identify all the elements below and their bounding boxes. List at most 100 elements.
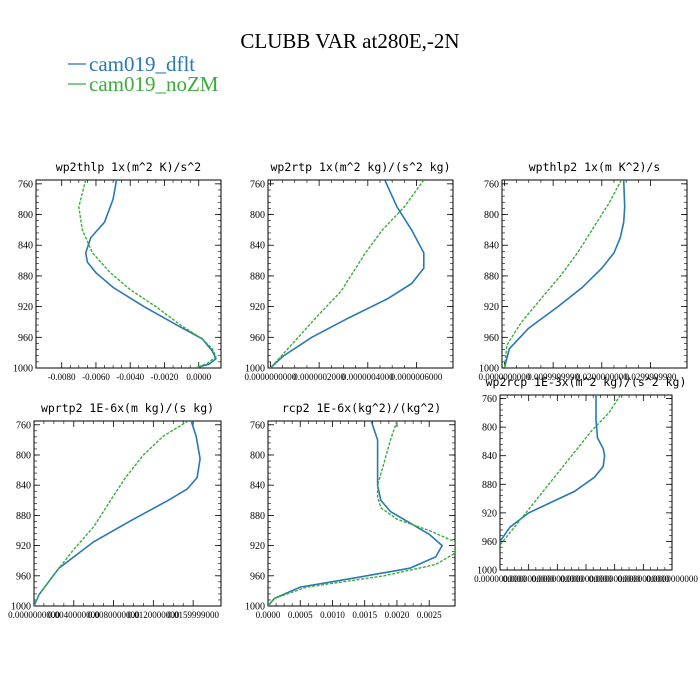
x-tick-label: -0.0020: [151, 372, 179, 382]
y-tick-label: 840: [484, 241, 499, 252]
panel-5: rcp2 1E-6x(kg^2)/(kg^2) 760 800 840 880 920 96…: [245, 401, 456, 620]
x-tick-label: 0.0000000000: [474, 574, 526, 584]
y-tick-label: 920: [484, 302, 499, 313]
y-tick-label: 800: [484, 210, 499, 221]
x-tick-label: 0.0000000000: [617, 574, 669, 584]
x-tick-label: 0.0159999000: [167, 610, 219, 620]
x-tick-label: 0.0000000000: [245, 372, 297, 382]
figure-title: CLUBB VAR at280E,-2N: [240, 29, 459, 53]
x-tick-label: 0.0000006000: [391, 372, 443, 382]
y-tick-label: 760: [484, 179, 499, 190]
series-line-cam019_dflt: [503, 180, 626, 368]
x-tick-label: 0.0020: [385, 610, 410, 620]
x-tick-label: 0.0080000000: [88, 610, 140, 620]
panels: wp2thlp 1x(m^2 K)/s^2 760 800 840 880 920 960 1…: [8, 160, 698, 620]
x-tick-label: 0.0000000000: [589, 574, 641, 584]
legend-label-dflt: cam019_dflt: [89, 52, 195, 76]
x-tick-label: 0.0000000000: [8, 610, 60, 620]
x-tick-label: 0.0000004000: [342, 372, 394, 382]
plot-frame: [501, 179, 688, 369]
x-tick-label: 0.0299999990: [625, 372, 677, 382]
series-line-cam019_dflt: [500, 395, 606, 542]
y-tick-label: 760: [18, 179, 33, 190]
series-line-cam019_noZM: [34, 421, 189, 606]
y-tick-label: 1000: [245, 602, 265, 613]
y-tick-label: 800: [482, 423, 497, 434]
y-tick-label: 880: [18, 271, 33, 282]
series-line-cam019_noZM: [500, 395, 621, 546]
y-tick-label: 840: [16, 481, 31, 492]
panel-2: wp2rtp 1x(m^2 kg)/(s^2 kg) 760 800 840 880 92…: [245, 160, 454, 382]
x-tick-label: 0.0120000000: [127, 610, 179, 620]
series-line-cam019_dflt: [34, 421, 201, 606]
x-tick-label: 0.0000000000: [531, 574, 583, 584]
panel-title: rcp2 1E-6x(kg^2)/(kg^2): [282, 401, 441, 415]
panel-title: wpthlp2 1x(m K^2)/s: [529, 160, 661, 174]
y-tick-label: 960: [250, 333, 265, 344]
y-tick-label: 920: [18, 302, 33, 313]
y-tick-label: 880: [482, 480, 497, 491]
x-tick-label: 0.0000: [256, 610, 281, 620]
x-tick-label: -0.0040: [116, 372, 144, 382]
y-tick-label: 800: [250, 450, 265, 461]
y-tick-label: 840: [18, 241, 33, 252]
series-line-cam019_noZM: [78, 180, 217, 368]
y-tick-label: 960: [18, 333, 33, 344]
panel-4: wprtp2 1E-6x(m kg)/(s kg) 760 800 840 880 920…: [8, 401, 222, 620]
series-line-cam019_noZM: [268, 421, 455, 606]
y-tick-label: 800: [250, 210, 265, 221]
y-tick-label: 1000: [245, 364, 265, 375]
y-tick-label: 960: [16, 571, 31, 582]
x-tick-label: 0.0000000000: [560, 574, 612, 584]
y-tick-label: 960: [482, 537, 497, 548]
panel-3: wpthlp2 1x(m K^2)/s 760 800 840 880 920 960 100…: [479, 160, 688, 382]
y-tick-label: 1000: [11, 602, 31, 613]
y-tick-label: 760: [250, 420, 265, 431]
panel-title: wprtp2 1E-6x(m kg)/(s kg): [41, 401, 214, 415]
y-tick-label: 760: [482, 394, 497, 405]
y-tick-label: 1000: [13, 364, 33, 375]
panel-1: wp2thlp 1x(m^2 K)/s^2 760 800 840 880 920 960 1…: [13, 160, 222, 382]
y-tick-label: 800: [16, 450, 31, 461]
x-tick-label: 0.0040000000: [48, 610, 100, 620]
x-tick-label: 0.0000: [186, 372, 211, 382]
x-tick-label: 0.0000000000: [503, 574, 555, 584]
series-line-cam019_dflt: [268, 421, 444, 606]
plot-frame: [267, 420, 456, 607]
x-tick-label: 0.0015: [352, 610, 377, 620]
y-tick-label: 760: [16, 420, 31, 431]
plot-frame: [35, 179, 222, 369]
series-line-cam019_noZM: [503, 180, 622, 368]
panel-title: wp2thlp 1x(m^2 K)/s^2: [56, 160, 201, 174]
x-tick-label: 0.0099999990: [527, 372, 579, 382]
x-tick-label: -0.0080: [48, 372, 76, 382]
plot-frame: [267, 179, 454, 369]
y-tick-label: 1000: [479, 364, 499, 375]
series-line-cam019_noZM: [269, 180, 425, 368]
plot-frame: [33, 420, 222, 607]
x-tick-label: 0.0000002000: [293, 372, 345, 382]
y-tick-label: 1000: [477, 566, 497, 577]
legend-label-nozm: cam019_noZM: [89, 72, 219, 96]
y-tick-label: 840: [250, 481, 265, 492]
x-tick-label: 0.0000000000: [479, 372, 531, 382]
y-tick-label: 880: [250, 511, 265, 522]
y-tick-label: 920: [482, 508, 497, 519]
y-tick-label: 960: [484, 333, 499, 344]
y-tick-label: 760: [250, 179, 265, 190]
y-tick-label: 920: [250, 302, 265, 313]
y-tick-label: 880: [484, 271, 499, 282]
y-tick-label: 800: [18, 210, 33, 221]
y-tick-label: 960: [250, 571, 265, 582]
panel-6: wp2rcp 1E-3x(m^2 kg)/(s^2 kg) 760 800 840 88…: [474, 375, 698, 584]
y-tick-label: 840: [250, 241, 265, 252]
panel-title: wp2rcp 1E-3x(m^2 kg)/(s^2 kg): [486, 375, 687, 389]
x-tick-label: 0.0010: [320, 610, 345, 620]
series-line-cam019_dflt: [84, 180, 217, 368]
panel-title: wp2rtp 1x(m^2 kg)/(s^2 kg): [270, 160, 450, 174]
x-tick-label: 0.0025: [417, 610, 442, 620]
y-tick-label: 880: [16, 511, 31, 522]
y-tick-label: 880: [250, 271, 265, 282]
x-tick-label: 0.0005: [288, 610, 313, 620]
